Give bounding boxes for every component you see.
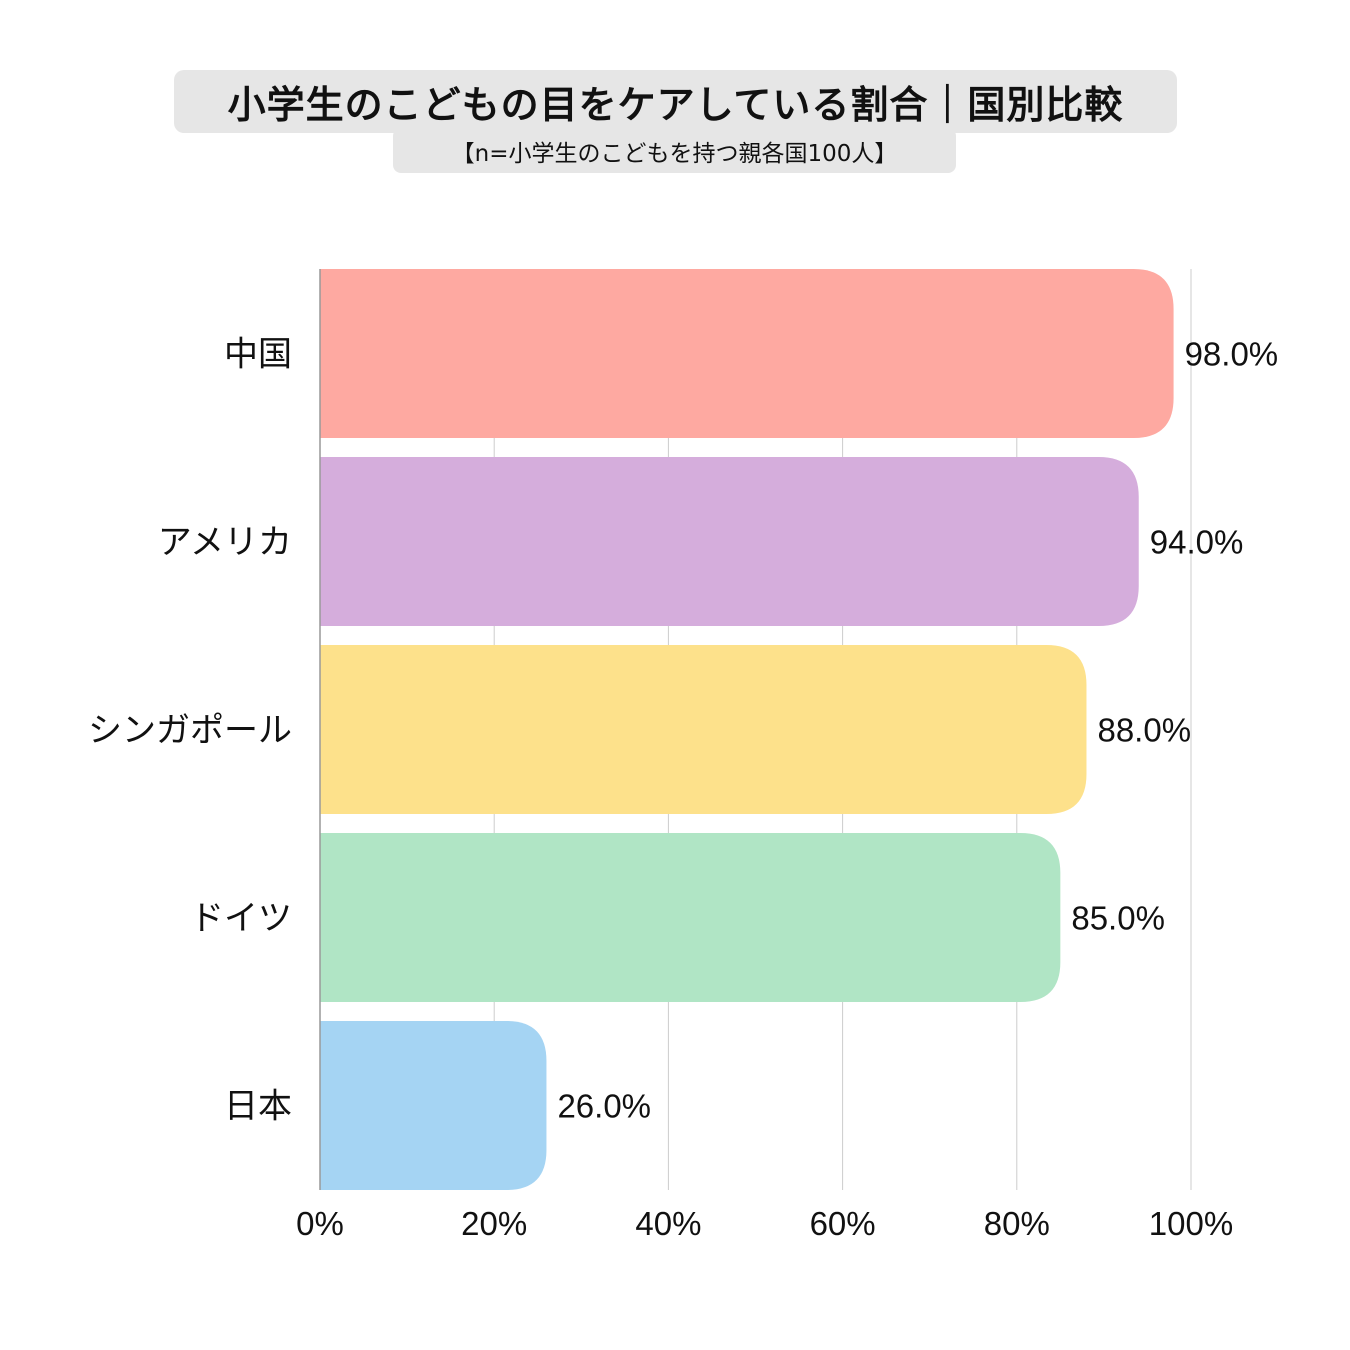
x-tick-label: 100% bbox=[1149, 1205, 1233, 1242]
value-label: 85.0% bbox=[1071, 900, 1165, 937]
category-label: ドイツ bbox=[190, 899, 292, 939]
bar bbox=[320, 645, 1087, 814]
value-label: 94.0% bbox=[1150, 524, 1244, 561]
value-label: 88.0% bbox=[1097, 712, 1191, 749]
x-axis-ticks: 0% 20% 40% 60% 80% 100% bbox=[296, 1205, 1233, 1242]
category-label: アメリカ bbox=[158, 523, 292, 563]
value-label: 26.0% bbox=[557, 1088, 651, 1125]
chart-title-box: 小学生のこどもの目をケアしている割合｜国別比較 bbox=[174, 70, 1177, 133]
x-tick-label: 0% bbox=[296, 1205, 344, 1242]
bar bbox=[320, 1021, 547, 1190]
chart-title: 小学生のこどもの目をケアしている割合｜国別比較 bbox=[227, 83, 1124, 127]
x-tick-label: 20% bbox=[461, 1205, 527, 1242]
bar bbox=[320, 269, 1174, 438]
x-tick-label: 40% bbox=[635, 1205, 701, 1242]
category-label: 中国 bbox=[224, 335, 292, 375]
bar bbox=[320, 457, 1139, 626]
category-label: 日本 bbox=[224, 1087, 292, 1127]
x-tick-label: 60% bbox=[810, 1205, 876, 1242]
chart-subtitle: 【n=小学生のこどもを持つ親各国100人】 bbox=[451, 140, 898, 167]
bars bbox=[320, 269, 1174, 1190]
bar bbox=[320, 833, 1061, 1002]
x-tick-label: 80% bbox=[984, 1205, 1050, 1242]
chart-subtitle-box: 【n=小学生のこどもを持つ親各国100人】 bbox=[393, 128, 956, 173]
category-label: シンガポール bbox=[88, 711, 292, 751]
value-labels: 98.0% 94.0% 88.0% 85.0% 26.0% bbox=[557, 336, 1278, 1125]
value-label: 98.0% bbox=[1185, 336, 1279, 373]
